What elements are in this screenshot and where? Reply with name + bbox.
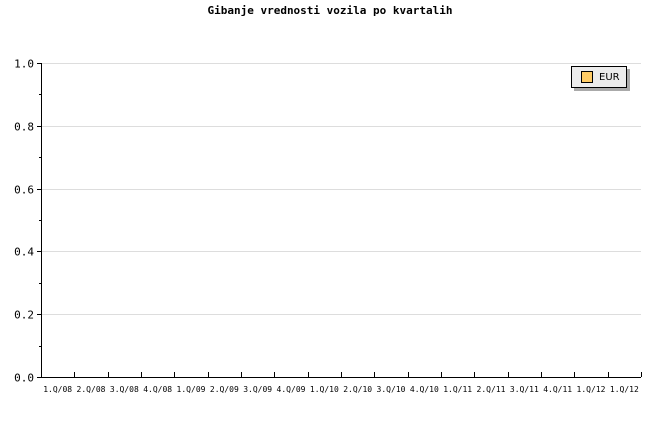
x-tick-label: 1.Q/12 [577, 385, 606, 394]
x-tick-label: 4.Q/08 [143, 385, 172, 394]
y-tick-label: 0.4 [14, 246, 34, 259]
x-tick-label: 2.Q/09 [210, 385, 239, 394]
x-tick-label: 2.Q/11 [477, 385, 506, 394]
legend: EUR [571, 66, 627, 88]
x-tick-label: 3.Q/09 [243, 385, 272, 394]
x-tick-label: 1.Q/12 [610, 385, 639, 394]
x-tick-label: 2.Q/10 [343, 385, 372, 394]
x-tick-label: 3.Q/10 [377, 385, 406, 394]
legend-label: EUR [599, 71, 620, 83]
y-tick-label: 0.0 [14, 372, 34, 385]
y-tick-label: 0.6 [14, 184, 34, 197]
x-tick-label: 3.Q/11 [510, 385, 539, 394]
y-tick-label: 0.8 [14, 121, 34, 134]
x-tick-label: 4.Q/10 [410, 385, 439, 394]
x-tick-label: 3.Q/08 [110, 385, 139, 394]
x-tick-label: 4.Q/11 [543, 385, 572, 394]
legend-swatch [581, 71, 593, 83]
x-tick-label: 4.Q/09 [277, 385, 306, 394]
y-tick-label: 0.2 [14, 309, 34, 322]
x-tick-label: 1.Q/11 [443, 385, 472, 394]
x-tick-label: 2.Q/08 [77, 385, 106, 394]
y-tick-label: 1.0 [14, 58, 34, 71]
x-tick-label: 1.Q/08 [43, 385, 72, 394]
x-tick-label: 1.Q/10 [310, 385, 339, 394]
chart-title: Gibanje vrednosti vozila po kvartalih [207, 4, 453, 17]
x-tick-label: 1.Q/09 [177, 385, 206, 394]
